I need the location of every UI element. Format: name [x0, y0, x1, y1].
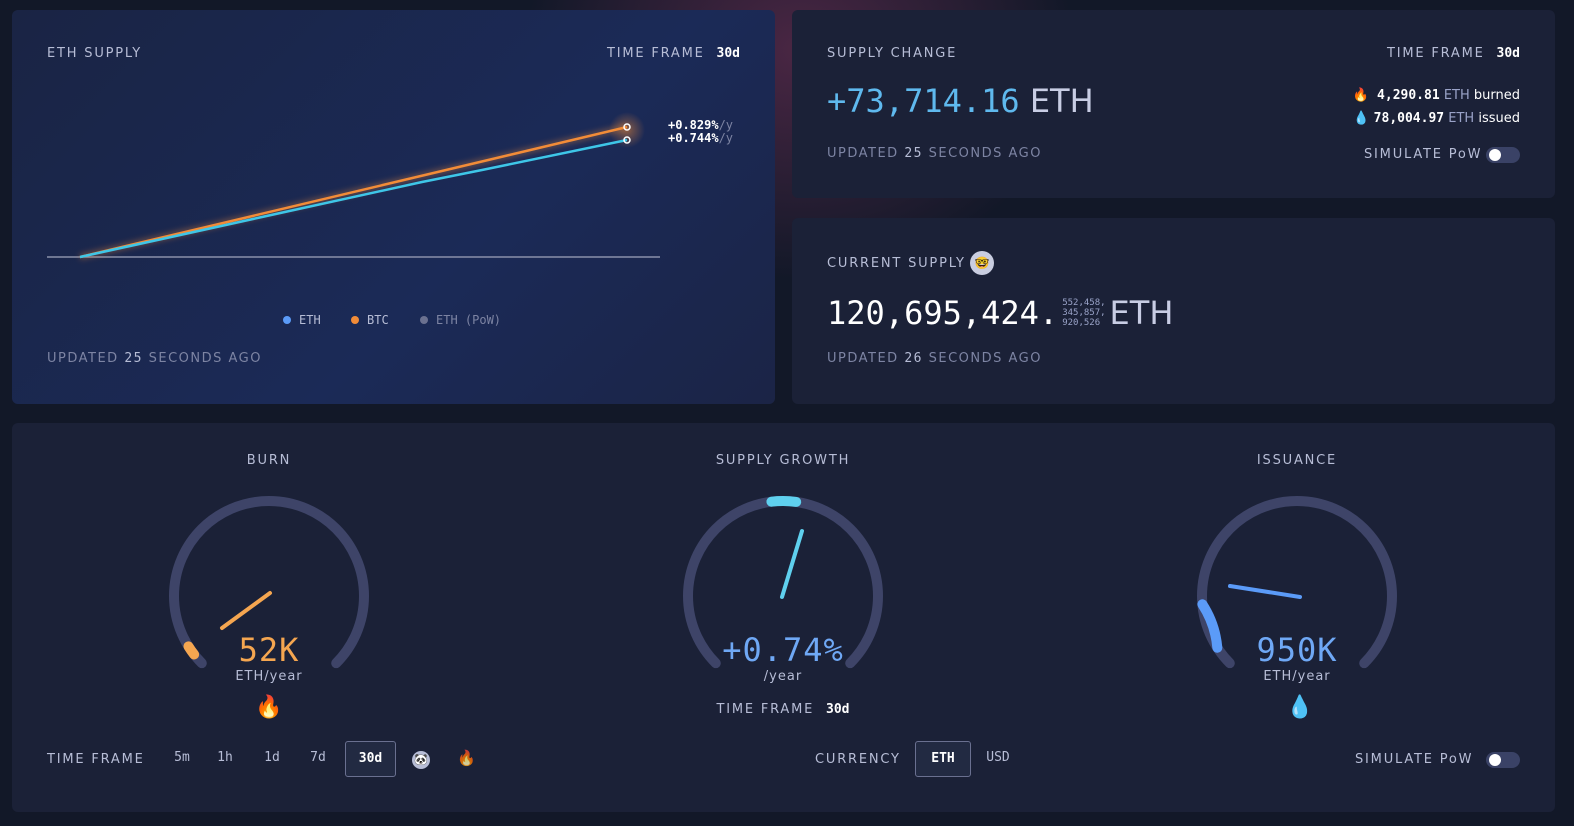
updated-text: UPDATED 25 SECONDS AGO — [47, 351, 262, 366]
simulate-pow-toggle[interactable] — [1486, 752, 1520, 768]
droplet-icon: 💧 — [1286, 695, 1314, 720]
supply-chart — [47, 112, 660, 260]
time-frame-5m[interactable]: 5m — [174, 750, 190, 765]
supply-decimals: 552,458, 345,857, 920,526 — [1062, 298, 1106, 328]
legend-eth-pow[interactable]: ETH (PoW) — [420, 313, 501, 327]
fire-icon: 🔥 — [1352, 88, 1369, 103]
btc-rate-label: +0.829%/y — [668, 118, 734, 132]
eth-series-line — [79, 138, 628, 259]
nerd-face-icon: 🤓 — [970, 251, 994, 275]
updated-text: UPDATED 25 SECONDS AGO — [827, 146, 1042, 161]
legend-eth[interactable]: ETH — [283, 313, 321, 327]
updated-text: UPDATED 26 SECONDS AGO — [827, 351, 1042, 366]
issuance-unit: ETH/year — [1263, 669, 1331, 684]
burn-gauge-track — [169, 496, 369, 669]
burn-gauge-fill — [183, 641, 200, 660]
card-title: CURRENT SUPPLY — [827, 256, 966, 271]
card-title: SUPPLY CHANGE — [827, 46, 958, 61]
fire-icon: 🔥 — [255, 695, 283, 720]
time-frame-value: 30d — [716, 46, 740, 61]
fire-since-merge-icon[interactable]: 🔥 — [457, 749, 476, 767]
burned-row: 🔥 4,290.81 ETH burned — [1352, 88, 1520, 103]
supply-growth-title: SUPPLY GROWTH — [715, 453, 851, 468]
time-frame-30d[interactable]: 30d — [345, 741, 396, 777]
card-title: ETH SUPPLY — [47, 46, 142, 61]
time-frame-7d[interactable]: 7d — [310, 750, 326, 765]
droplet-icon: 💧 — [1353, 111, 1370, 126]
supply-growth-gauge-needle — [780, 529, 804, 599]
issuance-gauge-needle — [1228, 584, 1302, 599]
btc-endpoint — [623, 123, 631, 131]
issuance-title: ISSUANCE — [1256, 453, 1338, 468]
currency-usd[interactable]: USD — [986, 750, 1010, 765]
currency-eth[interactable]: ETH — [915, 741, 971, 777]
burn-issue-summary: 🔥 4,290.81 ETH burned 💧 78,004.97 ETH is… — [1353, 84, 1520, 130]
time-frame-label: TIME FRAME — [47, 752, 145, 767]
supply-growth-time-frame: TIME FRAME 30d — [716, 702, 850, 717]
current-supply-card: CURRENT SUPPLY 🤓 120,695,424. 552,458, 345… — [792, 218, 1555, 404]
supply-growth-gauge-fill — [766, 496, 802, 507]
supply-change-value: +73,714.16 ETH — [827, 82, 1094, 120]
burn-value: 52K — [238, 631, 300, 669]
issuance-gauge-fill — [1197, 599, 1223, 653]
time-frame-1d[interactable]: 1d — [264, 750, 280, 765]
panda-icon[interactable]: 🐼 — [412, 751, 430, 769]
legend-btc[interactable]: BTC — [351, 313, 389, 327]
burn-unit: ETH/year — [235, 669, 303, 684]
supply-growth-value: +0.74% — [722, 631, 844, 669]
issued-row: 💧 78,004.97 ETH issued — [1353, 111, 1520, 126]
gauges-card: BURN 52K ETH/year 🔥 SUPPLY GROWTH +0.74%… — [12, 423, 1555, 812]
issuance-value: 950K — [1256, 631, 1338, 669]
time-frame-indicator: TIME FRAME 30d — [607, 46, 740, 61]
time-frame-indicator: TIME FRAME 30d — [1386, 46, 1520, 61]
simulate-pow-label: SIMULATE PoW — [1364, 147, 1483, 162]
burn-gauge-needle — [220, 591, 272, 630]
supply-change-card: SUPPLY CHANGE TIME FRAME 30d +73,714.16 … — [792, 10, 1555, 198]
btc-series-line — [79, 125, 628, 259]
gauges-svg — [169, 496, 1397, 669]
burn-title: BURN — [246, 453, 292, 468]
eth-endpoint — [623, 136, 631, 144]
supply-growth-unit: /year — [763, 669, 803, 684]
time-frame-label: TIME FRAME — [606, 46, 705, 61]
time-frame-1h[interactable]: 1h — [217, 750, 233, 765]
current-supply-value: 120,695,424. 552,458, 345,857, 920,526 ETH — [827, 294, 1174, 332]
rate-labels: +0.829%/y +0.744%/y — [668, 119, 733, 145]
simulate-pow-toggle[interactable] — [1486, 147, 1520, 163]
simulate-pow-label: SIMULATE PoW — [1355, 752, 1474, 767]
eth-rate-label: +0.744%/y — [668, 131, 734, 145]
currency-label: CURRENCY — [815, 752, 901, 767]
eth-supply-card: ETH SUPPLY TIME FRAME 30d +0.829%/y +0.7… — [12, 10, 775, 404]
